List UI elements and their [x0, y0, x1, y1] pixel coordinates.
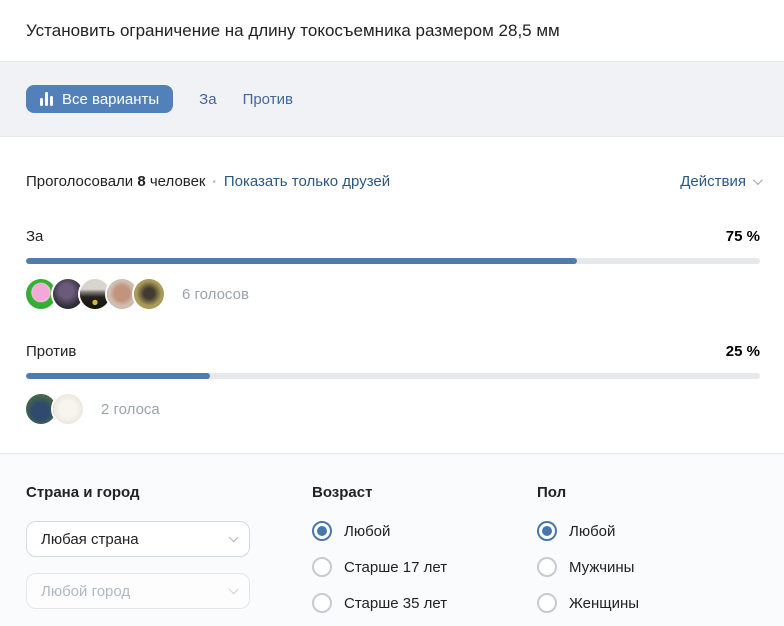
filter-age: Возраст Любой Старше 17 лет Старше 35 ле… — [312, 484, 537, 626]
option-for-votes-count: 6 голосов — [182, 285, 249, 303]
option-against-votes-count: 2 голоса — [101, 400, 160, 418]
results-section: Проголосовали 8 человек · Показать тольк… — [0, 137, 784, 454]
tab-for[interactable]: За — [199, 90, 217, 108]
radio-selected-icon — [312, 521, 332, 541]
age-radio-over-17-label: Старше 17 лет — [344, 558, 448, 576]
age-radio-any-label: Любой — [344, 522, 391, 540]
radio-unselected-icon — [537, 557, 557, 577]
option-for-bar[interactable] — [26, 258, 760, 264]
gender-radio-male-label: Мужчины — [569, 558, 635, 576]
voted-count: 8 — [137, 173, 146, 190]
separator-dot: · — [212, 174, 217, 189]
gender-radio-male[interactable]: Мужчины — [537, 557, 758, 577]
gender-radio-any-label: Любой — [569, 522, 616, 540]
answer-tabs-bar: Все варианты За Против — [0, 61, 784, 137]
age-radio-over-17[interactable]: Старше 17 лет — [312, 557, 537, 577]
chevron-down-icon — [228, 531, 239, 542]
tab-all-answers[interactable]: Все варианты — [26, 85, 174, 113]
radio-unselected-icon — [312, 557, 332, 577]
bar-chart-icon — [40, 92, 53, 106]
age-radio-over-35-label: Старше 35 лет — [344, 594, 448, 612]
tab-against[interactable]: Против — [242, 90, 293, 108]
radio-selected-icon — [537, 521, 557, 541]
country-select[interactable]: Любая страна — [26, 521, 250, 557]
poll-title: Установить ограничение на длину токосъем… — [26, 21, 560, 40]
option-against-head: Против 25 % — [26, 343, 760, 360]
gender-radio-any[interactable]: Любой — [537, 521, 758, 541]
poll-header: Установить ограничение на длину токосъем… — [0, 0, 784, 61]
gender-radio-female[interactable]: Женщины — [537, 593, 758, 613]
filters-section: Страна и город Любая страна Любой город … — [0, 454, 784, 626]
age-radio-over-35[interactable]: Старше 35 лет — [312, 593, 537, 613]
voter-avatar[interactable] — [26, 279, 56, 309]
actions-label: Действия — [680, 173, 746, 190]
voter-avatar[interactable] — [53, 394, 83, 424]
gender-radio-female-label: Женщины — [569, 594, 640, 612]
country-select-value: Любая страна — [41, 530, 139, 548]
radio-unselected-icon — [537, 593, 557, 613]
option-against-bar[interactable] — [26, 373, 760, 379]
option-for-head: За 75 % — [26, 228, 760, 245]
filter-location: Страна и город Любая страна Любой город — [26, 484, 312, 626]
option-for-voters: 6 голосов — [26, 279, 760, 309]
summary-row: Проголосовали 8 человек · Показать тольк… — [26, 173, 763, 190]
show-friends-link[interactable]: Показать только друзей — [223, 173, 391, 190]
voter-avatar[interactable] — [107, 279, 137, 309]
tab-all-answers-label: Все варианты — [62, 90, 160, 108]
actions-menu-button[interactable]: Действия — [680, 173, 763, 190]
option-for-percent: 75 % — [725, 228, 760, 245]
option-against: Против 25 % 2 голоса — [26, 343, 760, 424]
radio-unselected-icon — [312, 593, 332, 613]
voter-avatar[interactable] — [26, 394, 56, 424]
chevron-down-icon — [228, 583, 239, 594]
option-for: За 75 % 6 голосов — [26, 228, 760, 309]
voted-text: Проголосовали 8 человек — [26, 173, 206, 190]
option-against-bar-fill — [26, 373, 210, 379]
option-for-bar-fill — [26, 258, 577, 264]
voter-avatar[interactable] — [134, 279, 164, 309]
option-against-percent: 25 % — [725, 343, 760, 360]
voter-avatar[interactable] — [80, 279, 110, 309]
city-select[interactable]: Любой город — [26, 573, 250, 609]
voter-avatar[interactable] — [53, 279, 83, 309]
filter-gender-heading: Пол — [537, 484, 567, 501]
age-radio-any[interactable]: Любой — [312, 521, 537, 541]
option-against-voters: 2 голоса — [26, 394, 760, 424]
city-select-value: Любой город — [41, 582, 131, 600]
filter-gender: Пол Любой Мужчины Женщины — [537, 484, 758, 626]
option-for-label: За — [26, 228, 44, 245]
filter-location-heading: Страна и город — [26, 484, 140, 501]
chevron-down-icon — [752, 175, 763, 186]
option-against-label: Против — [26, 343, 77, 360]
filter-age-heading: Возраст — [312, 484, 373, 501]
